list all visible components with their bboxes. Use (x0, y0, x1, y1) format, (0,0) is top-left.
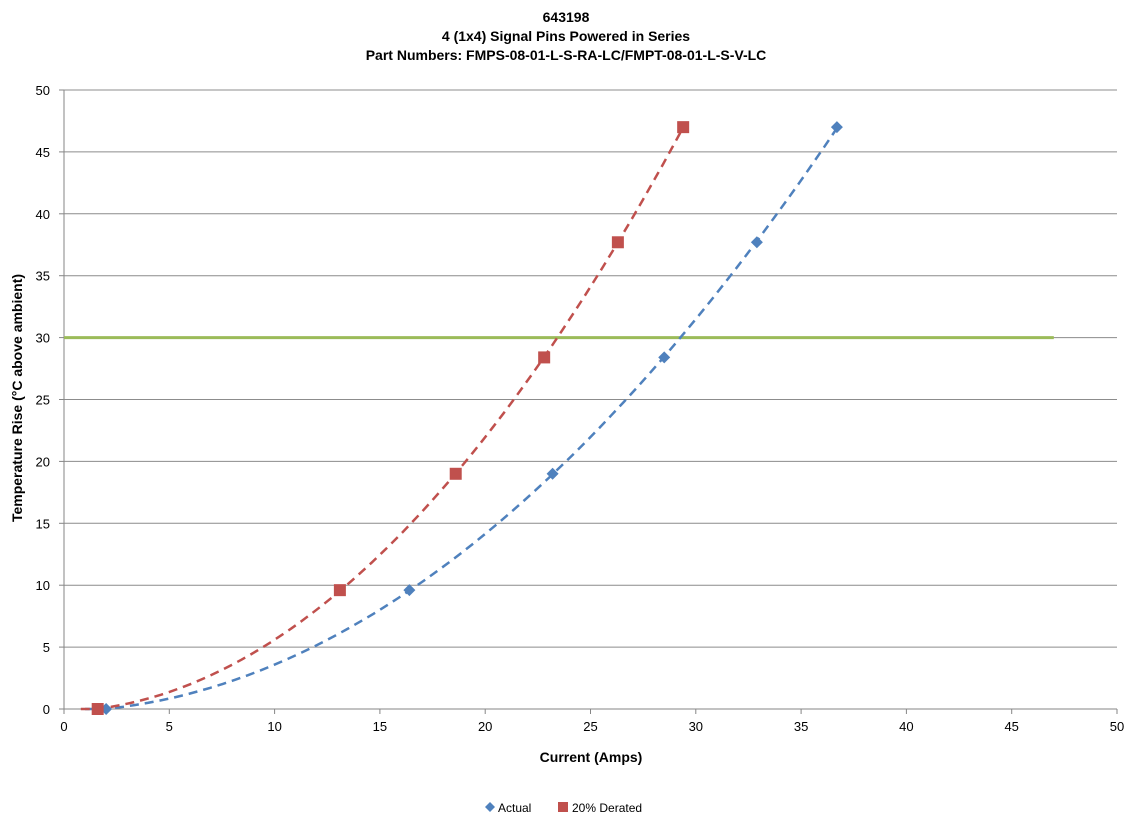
x-tick-label-20: 20 (478, 719, 492, 734)
x-tick-label-15: 15 (373, 719, 387, 734)
y-tick-label-15: 15 (36, 516, 50, 531)
x-tick-label-40: 40 (899, 719, 913, 734)
x-tick-label-0: 0 (60, 719, 67, 734)
point-derated-0 (91, 703, 104, 715)
x-tick-label-35: 35 (794, 719, 808, 734)
point-derated-1 (333, 584, 346, 597)
point-derated-4 (611, 236, 624, 249)
x-tick-label-45: 45 (1004, 719, 1018, 734)
y-tick-label-35: 35 (36, 269, 50, 284)
y-tick-label-20: 20 (36, 454, 50, 469)
legend-marker-actual (485, 802, 495, 812)
y-axis-label: Temperature Rise (°C above ambient) (9, 274, 25, 522)
point-actual-2 (546, 467, 559, 480)
point-actual-3 (658, 351, 671, 364)
point-derated-3 (538, 351, 551, 364)
gridlines (64, 89, 1117, 648)
legend-label-derated: 20% Derated (572, 801, 642, 815)
legend-label-actual: Actual (498, 801, 531, 815)
chart-title: 643198 (543, 9, 590, 25)
y-tick-label-30: 30 (36, 331, 50, 346)
legend: Actual 20% Derated (485, 801, 642, 815)
point-derated-2 (449, 467, 462, 480)
chart-subtitle-line-2: Part Numbers: FMPS-08-01-L-S-RA-LC/FMPT-… (366, 47, 767, 63)
y-tick-label-45: 45 (36, 145, 50, 160)
x-tick-label-5: 5 (166, 719, 173, 734)
point-actual-5 (830, 121, 843, 134)
x-tick-label-25: 25 (583, 719, 597, 734)
y-tick-label-10: 10 (36, 578, 50, 593)
y-tick-labels: 0 5 10 15 20 25 30 35 40 45 50 (36, 83, 64, 717)
y-tick-label-25: 25 (36, 393, 50, 408)
x-tick-label-10: 10 (267, 719, 281, 734)
trendline-series-1 (80, 126, 685, 711)
point-derated-5 (677, 121, 690, 134)
y-tick-label-5: 5 (43, 640, 50, 655)
chart-title-group: 643198 4 (1x4) Signal Pins Powered in Se… (366, 9, 767, 63)
chart-subtitle-line-1: 4 (1x4) Signal Pins Powered in Series (442, 28, 690, 44)
y-tick-label-50: 50 (36, 83, 50, 98)
trendline-series-0 (85, 127, 838, 711)
point-actual-1 (403, 584, 416, 597)
x-axis-label: Current (Amps) (540, 749, 643, 765)
y-tick-label-0: 0 (43, 702, 50, 717)
trendlines (80, 126, 838, 711)
x-tick-labels: 0 5 10 15 20 25 30 35 40 45 50 (60, 709, 1124, 734)
data-points (91, 121, 843, 715)
legend-marker-derated (558, 802, 568, 812)
x-tick-label-50: 50 (1110, 719, 1124, 734)
point-actual-4 (750, 236, 763, 249)
x-tick-label-30: 30 (689, 719, 703, 734)
y-tick-label-40: 40 (36, 207, 50, 222)
